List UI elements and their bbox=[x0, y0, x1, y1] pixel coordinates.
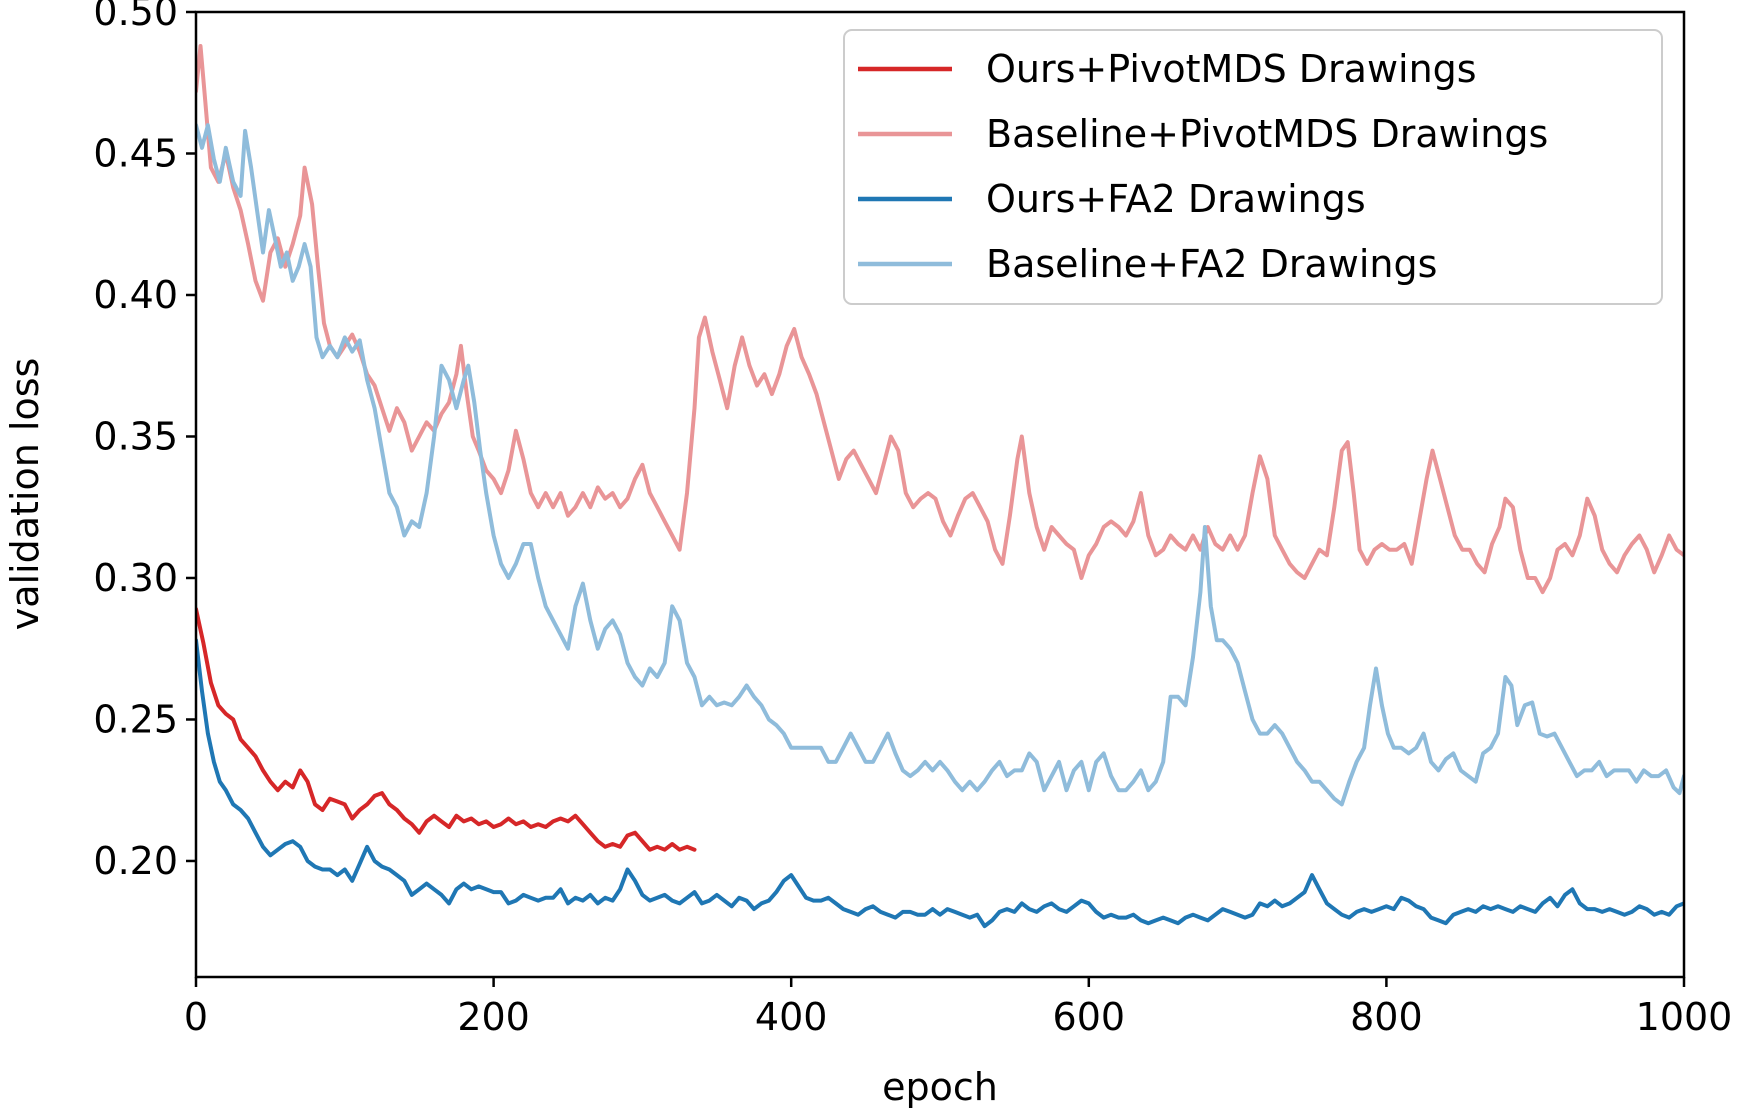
x-tick-label: 600 bbox=[1053, 995, 1126, 1039]
x-axis: 0 200 400 600 800 1000 bbox=[184, 977, 1732, 1039]
plot-frame bbox=[194, 10, 1686, 979]
legend-label: Baseline+FA2 Drawings bbox=[986, 242, 1437, 286]
legend-label: Baseline+PivotMDS Drawings bbox=[986, 112, 1548, 156]
y-tick-label: 0.20 bbox=[93, 839, 178, 883]
legend: Ours+PivotMDS Drawings Baseline+PivotMDS … bbox=[843, 29, 1663, 305]
legend-label: Ours+FA2 Drawings bbox=[986, 177, 1366, 221]
y-tick-label: 0.50 bbox=[93, 0, 178, 34]
x-axis-label: epoch bbox=[882, 1065, 998, 1108]
x-tick-label: 1000 bbox=[1636, 995, 1733, 1039]
legend-box bbox=[843, 29, 1663, 305]
y-tick-label: 0.25 bbox=[93, 697, 178, 741]
legend-label: Ours+PivotMDS Drawings bbox=[986, 47, 1477, 91]
series-line-2 bbox=[196, 638, 1684, 929]
x-tick-label: 0 bbox=[184, 995, 208, 1039]
x-tick-label: 400 bbox=[755, 995, 828, 1039]
x-tick-label: 200 bbox=[457, 995, 530, 1039]
y-axis: 0.20 0.25 0.30 0.35 0.40 0.45 0.50 bbox=[93, 0, 196, 883]
y-tick-label: 0.35 bbox=[93, 414, 178, 458]
series-line-0 bbox=[196, 607, 697, 852]
series-line-3 bbox=[196, 123, 1684, 807]
x-tick-label: 800 bbox=[1350, 995, 1423, 1039]
y-tick-label: 0.30 bbox=[93, 556, 178, 600]
y-tick-label: 0.40 bbox=[93, 273, 178, 317]
y-axis-label: validation loss bbox=[3, 358, 47, 631]
series-layer bbox=[196, 44, 1684, 929]
y-tick-label: 0.45 bbox=[93, 131, 178, 175]
